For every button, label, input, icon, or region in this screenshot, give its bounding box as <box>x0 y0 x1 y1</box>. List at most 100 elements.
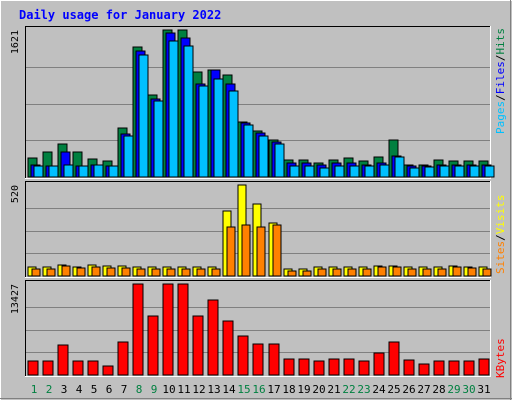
day-label-2: 2 <box>46 383 53 396</box>
bar-kbytes-day-21 <box>328 358 340 376</box>
bar-pages-day-20 <box>319 167 330 178</box>
bar-sites-day-21 <box>332 268 342 277</box>
day-label-8: 8 <box>136 383 143 396</box>
bar-pages-day-31 <box>484 165 495 178</box>
bar-kbytes-day-3 <box>57 344 69 376</box>
bar-kbytes-day-9 <box>147 315 159 376</box>
day-label-18: 18 <box>282 383 295 396</box>
bar-pages-day-2 <box>48 165 59 178</box>
bar-kbytes-day-25 <box>388 341 400 376</box>
day-label-14: 14 <box>222 383 236 396</box>
day-label-20: 20 <box>312 383 325 396</box>
series-kbytes <box>27 283 490 376</box>
bar-sites-day-29 <box>452 266 462 277</box>
bar-kbytes-day-31 <box>478 358 490 376</box>
bar-pages-day-12 <box>198 85 209 178</box>
bar-pages-day-27 <box>424 166 435 178</box>
day-label-19: 19 <box>297 383 310 396</box>
bar-pages-day-16 <box>258 135 269 178</box>
legend-entry: Sites <box>494 241 507 274</box>
day-label-1: 1 <box>31 383 38 396</box>
bar-pages-day-28 <box>439 165 450 178</box>
bar-sites-day-23 <box>362 268 372 277</box>
day-label-17: 17 <box>267 383 280 396</box>
bar-sites-day-27 <box>422 268 432 277</box>
bar-sites-day-20 <box>317 268 327 277</box>
bar-kbytes-day-7 <box>117 341 129 376</box>
bar-sites-day-17 <box>272 224 282 277</box>
bar-sites-day-5 <box>91 266 101 277</box>
day-label-15: 15 <box>237 383 250 396</box>
bar-sites-day-19 <box>302 270 312 277</box>
bar-kbytes-day-26 <box>403 359 415 376</box>
legend-entry: Files <box>494 61 507 94</box>
bar-pages-day-4 <box>78 165 89 178</box>
day-label-7: 7 <box>121 383 128 396</box>
bar-pages-day-17 <box>274 143 285 178</box>
day-label-10: 10 <box>162 383 175 396</box>
bar-sites-day-14 <box>226 226 236 277</box>
bar-kbytes-day-24 <box>373 352 385 376</box>
bar-kbytes-day-28 <box>433 360 445 376</box>
bar-sites-day-15 <box>241 224 251 277</box>
day-label-21: 21 <box>327 383 340 396</box>
day-label-27: 27 <box>417 383 430 396</box>
bar-pages-day-19 <box>304 165 315 178</box>
legend-entry: / <box>494 94 507 101</box>
bar-sites-day-8 <box>136 268 146 277</box>
day-label-28: 28 <box>432 383 445 396</box>
bar-pages-day-29 <box>454 165 465 178</box>
day-label-12: 12 <box>192 383 205 396</box>
bar-kbytes-day-27 <box>418 363 430 376</box>
bar-sites-day-22 <box>347 268 357 277</box>
bar-pages-day-1 <box>33 165 44 178</box>
legend-entry: KBytes <box>494 338 507 378</box>
bar-sites-day-6 <box>106 267 116 277</box>
bar-sites-day-16 <box>256 226 266 277</box>
bar-pages-day-25 <box>394 156 405 178</box>
bar-sites-day-24 <box>377 266 387 277</box>
day-label-30: 30 <box>462 383 475 396</box>
y-max-label: 13427 <box>10 284 21 314</box>
bar-sites-day-30 <box>467 267 477 277</box>
bar-kbytes-day-5 <box>87 360 99 376</box>
bar-kbytes-day-14 <box>222 320 234 376</box>
legend-bottom: KBytes <box>494 338 507 378</box>
series-sites <box>31 224 492 277</box>
bar-sites-day-13 <box>211 268 221 277</box>
bar-sites-day-10 <box>166 268 176 277</box>
bar-kbytes-day-4 <box>72 360 84 376</box>
day-label-13: 13 <box>207 383 220 396</box>
bar-pages-day-9 <box>153 100 164 178</box>
bar-sites-day-9 <box>151 268 161 277</box>
legend-entry: / <box>494 234 507 241</box>
bar-pages-day-14 <box>228 90 239 178</box>
bar-kbytes-day-1 <box>27 360 39 376</box>
legend-top: Pages/Files/Hits <box>494 28 507 134</box>
panel-hits-files-pages: 1621 <box>10 26 495 179</box>
bar-kbytes-day-2 <box>42 360 54 376</box>
bar-kbytes-day-29 <box>448 360 460 376</box>
bar-pages-day-7 <box>123 135 134 178</box>
bar-pages-day-5 <box>93 164 104 178</box>
day-label-3: 3 <box>61 383 68 396</box>
chart-panels: 1621 520 13427 <box>10 26 495 377</box>
bar-pages-day-10 <box>168 40 179 178</box>
bar-kbytes-day-11 <box>177 283 189 376</box>
bar-pages-day-6 <box>108 165 119 178</box>
legend-entry: Hits <box>494 28 507 55</box>
day-label-9: 9 <box>151 383 158 396</box>
day-label-5: 5 <box>91 383 98 396</box>
chart-title: Daily usage for January 2022 <box>19 8 221 22</box>
bar-sites-day-3 <box>61 265 71 277</box>
bar-sites-day-28 <box>437 268 447 277</box>
bar-sites-day-1 <box>31 268 41 277</box>
day-label-31: 31 <box>477 383 490 396</box>
y-max-label: 520 <box>10 185 21 203</box>
series-pages <box>33 40 495 178</box>
bar-pages-day-18 <box>289 165 300 178</box>
day-label-25: 25 <box>387 383 400 396</box>
day-label-23: 23 <box>357 383 370 396</box>
